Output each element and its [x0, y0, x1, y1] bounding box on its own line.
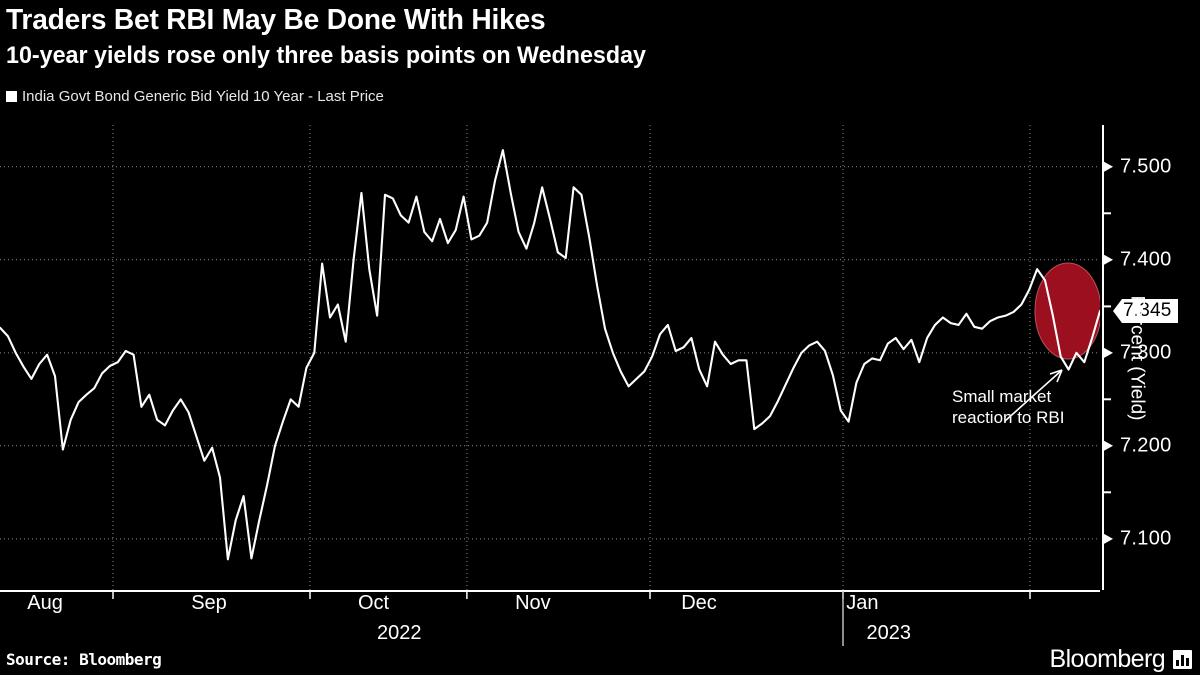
- price-tag-notch-icon: [1113, 299, 1122, 323]
- y-axis-title: Percent (Yield): [1126, 295, 1148, 420]
- chart-legend: India Govt Bond Generic Bid Yield 10 Yea…: [6, 88, 384, 105]
- brand-wordmark: Bloomberg: [1049, 645, 1166, 673]
- annotation-line-1: Small market: [952, 387, 1052, 406]
- plot-area: [0, 125, 1100, 590]
- legend-label: India Govt Bond Generic Bid Yield 10 Yea…: [22, 88, 384, 105]
- chart-annotation: Small market reaction to RBI: [952, 386, 1064, 428]
- y-axis-ticks: [1102, 125, 1113, 590]
- y-tick-label: 7.400: [1120, 248, 1172, 271]
- page-subtitle: 10-year yields rose only three basis poi…: [6, 42, 647, 69]
- x-tick-label: Jan: [846, 592, 879, 614]
- x-year-label: 2022: [377, 622, 422, 644]
- callout-arrowhead-icon: [1049, 369, 1063, 383]
- gridlines: [0, 125, 1100, 590]
- highlight-ellipse: [1034, 262, 1100, 360]
- y-tick-label: 7.300: [1120, 341, 1172, 364]
- x-tick-label: Oct: [357, 592, 390, 614]
- y-tick-label: 7.500: [1120, 155, 1172, 178]
- x-year-label: 2023: [866, 622, 912, 644]
- bloomberg-brand: Bloomberg: [1049, 645, 1192, 674]
- source-note: Source: Bloomberg: [6, 650, 162, 669]
- x-axis-line: [0, 590, 1100, 646]
- bloomberg-bars-icon: [1173, 650, 1192, 669]
- legend-swatch-icon: [6, 91, 17, 102]
- series-line: [0, 149, 1100, 561]
- page-title: Traders Bet RBI May Be Done With Hikes: [6, 4, 546, 36]
- x-tick-label: Aug: [27, 592, 63, 614]
- price-tag-value: 7.345: [1122, 299, 1178, 323]
- x-tick-label: Nov: [515, 592, 551, 614]
- y-tick-label: 7.100: [1120, 527, 1172, 550]
- last-price-tag: 7.345: [1113, 299, 1178, 323]
- annotation-line-2: reaction to RBI: [952, 408, 1065, 427]
- x-tick-label: Sep: [191, 592, 227, 614]
- x-axis: Aug Sep Oct Nov Dec Jan 2022 2023: [0, 590, 1100, 650]
- y-axis: 7.100 7.200 7.300 7.400 7.500 7.345 Percent …: [1100, 125, 1200, 590]
- line-chart-svg: [0, 125, 1100, 590]
- y-tick-label: 7.200: [1120, 434, 1172, 457]
- callout-arrow-icon: [1004, 369, 1063, 422]
- x-tick-label: Dec: [681, 592, 717, 614]
